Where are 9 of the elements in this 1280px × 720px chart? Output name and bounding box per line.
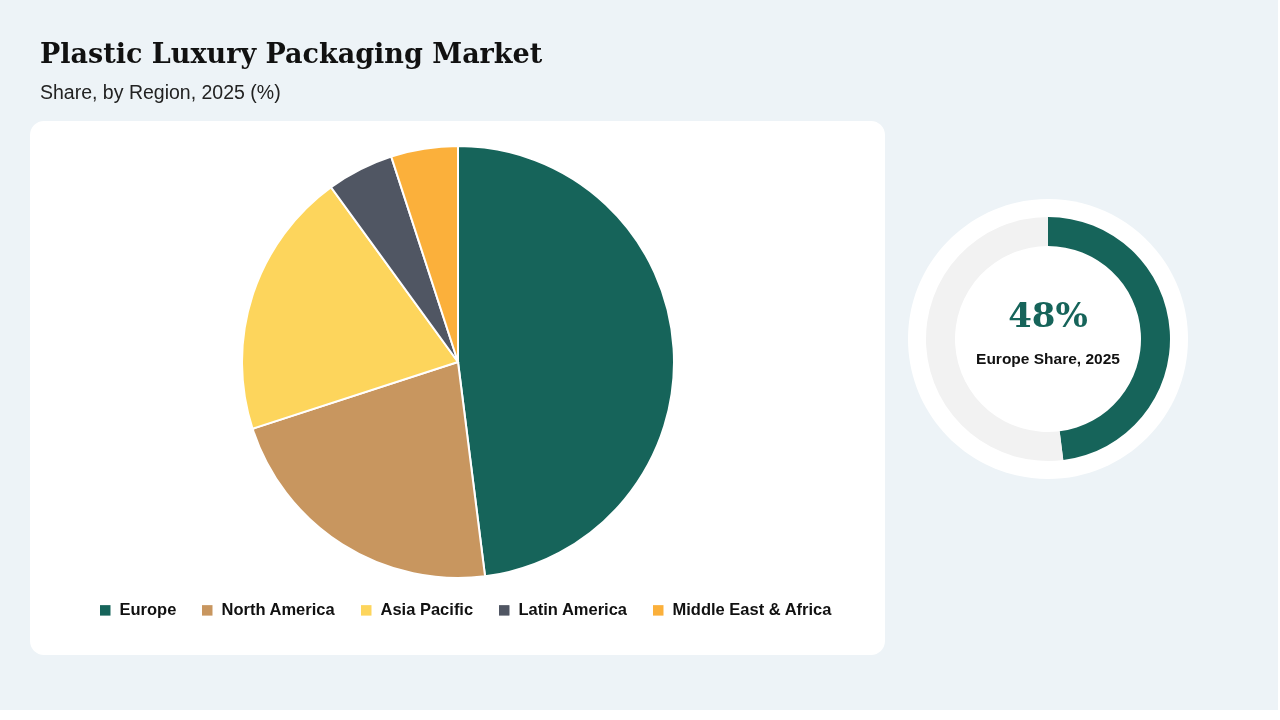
legend-label: Middle East & Africa <box>672 600 833 619</box>
chart-title: Plastic Luxury Packaging Market <box>40 37 543 69</box>
text: Europe Share, 2025 <box>976 350 1121 367</box>
legend-label: North America <box>221 600 336 619</box>
legend-label: Asia Pacific <box>380 600 474 619</box>
chart-subtitle: Share, by Region, 2025 (%) <box>40 80 281 103</box>
data-label: 48% <box>1008 295 1088 335</box>
legend-label: Europe <box>119 600 177 619</box>
legend-label: Latin America <box>518 600 628 619</box>
